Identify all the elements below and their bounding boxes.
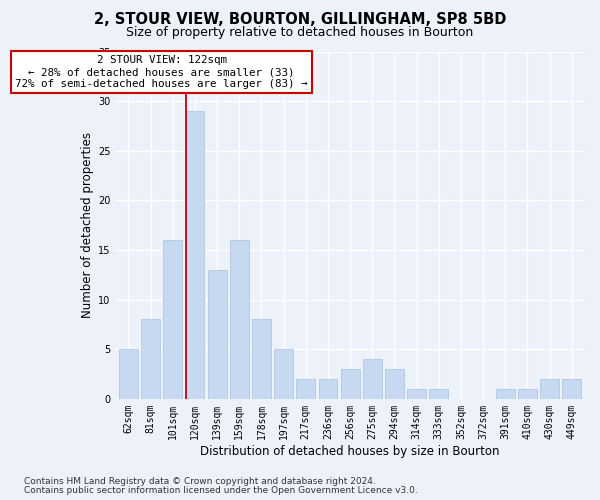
Bar: [407, 389, 426, 399]
Bar: [363, 359, 382, 399]
Bar: [430, 389, 448, 399]
Bar: [385, 369, 404, 399]
Text: 2, STOUR VIEW, BOURTON, GILLINGHAM, SP8 5BD: 2, STOUR VIEW, BOURTON, GILLINGHAM, SP8 …: [94, 12, 506, 28]
Bar: [319, 379, 337, 399]
Bar: [562, 379, 581, 399]
Bar: [119, 349, 138, 399]
Bar: [163, 240, 182, 399]
Bar: [341, 369, 359, 399]
Bar: [296, 379, 315, 399]
Text: 2 STOUR VIEW: 122sqm
← 28% of detached houses are smaller (33)
72% of semi-detac: 2 STOUR VIEW: 122sqm ← 28% of detached h…: [16, 56, 308, 88]
Bar: [185, 111, 205, 399]
Bar: [252, 320, 271, 399]
Bar: [230, 240, 249, 399]
Bar: [208, 270, 227, 399]
Text: Contains public sector information licensed under the Open Government Licence v3: Contains public sector information licen…: [24, 486, 418, 495]
Bar: [274, 349, 293, 399]
X-axis label: Distribution of detached houses by size in Bourton: Distribution of detached houses by size …: [200, 444, 500, 458]
Text: Size of property relative to detached houses in Bourton: Size of property relative to detached ho…: [127, 26, 473, 39]
Text: Contains HM Land Registry data © Crown copyright and database right 2024.: Contains HM Land Registry data © Crown c…: [24, 477, 376, 486]
Bar: [141, 320, 160, 399]
Y-axis label: Number of detached properties: Number of detached properties: [80, 132, 94, 318]
Bar: [518, 389, 537, 399]
Bar: [496, 389, 515, 399]
Bar: [540, 379, 559, 399]
